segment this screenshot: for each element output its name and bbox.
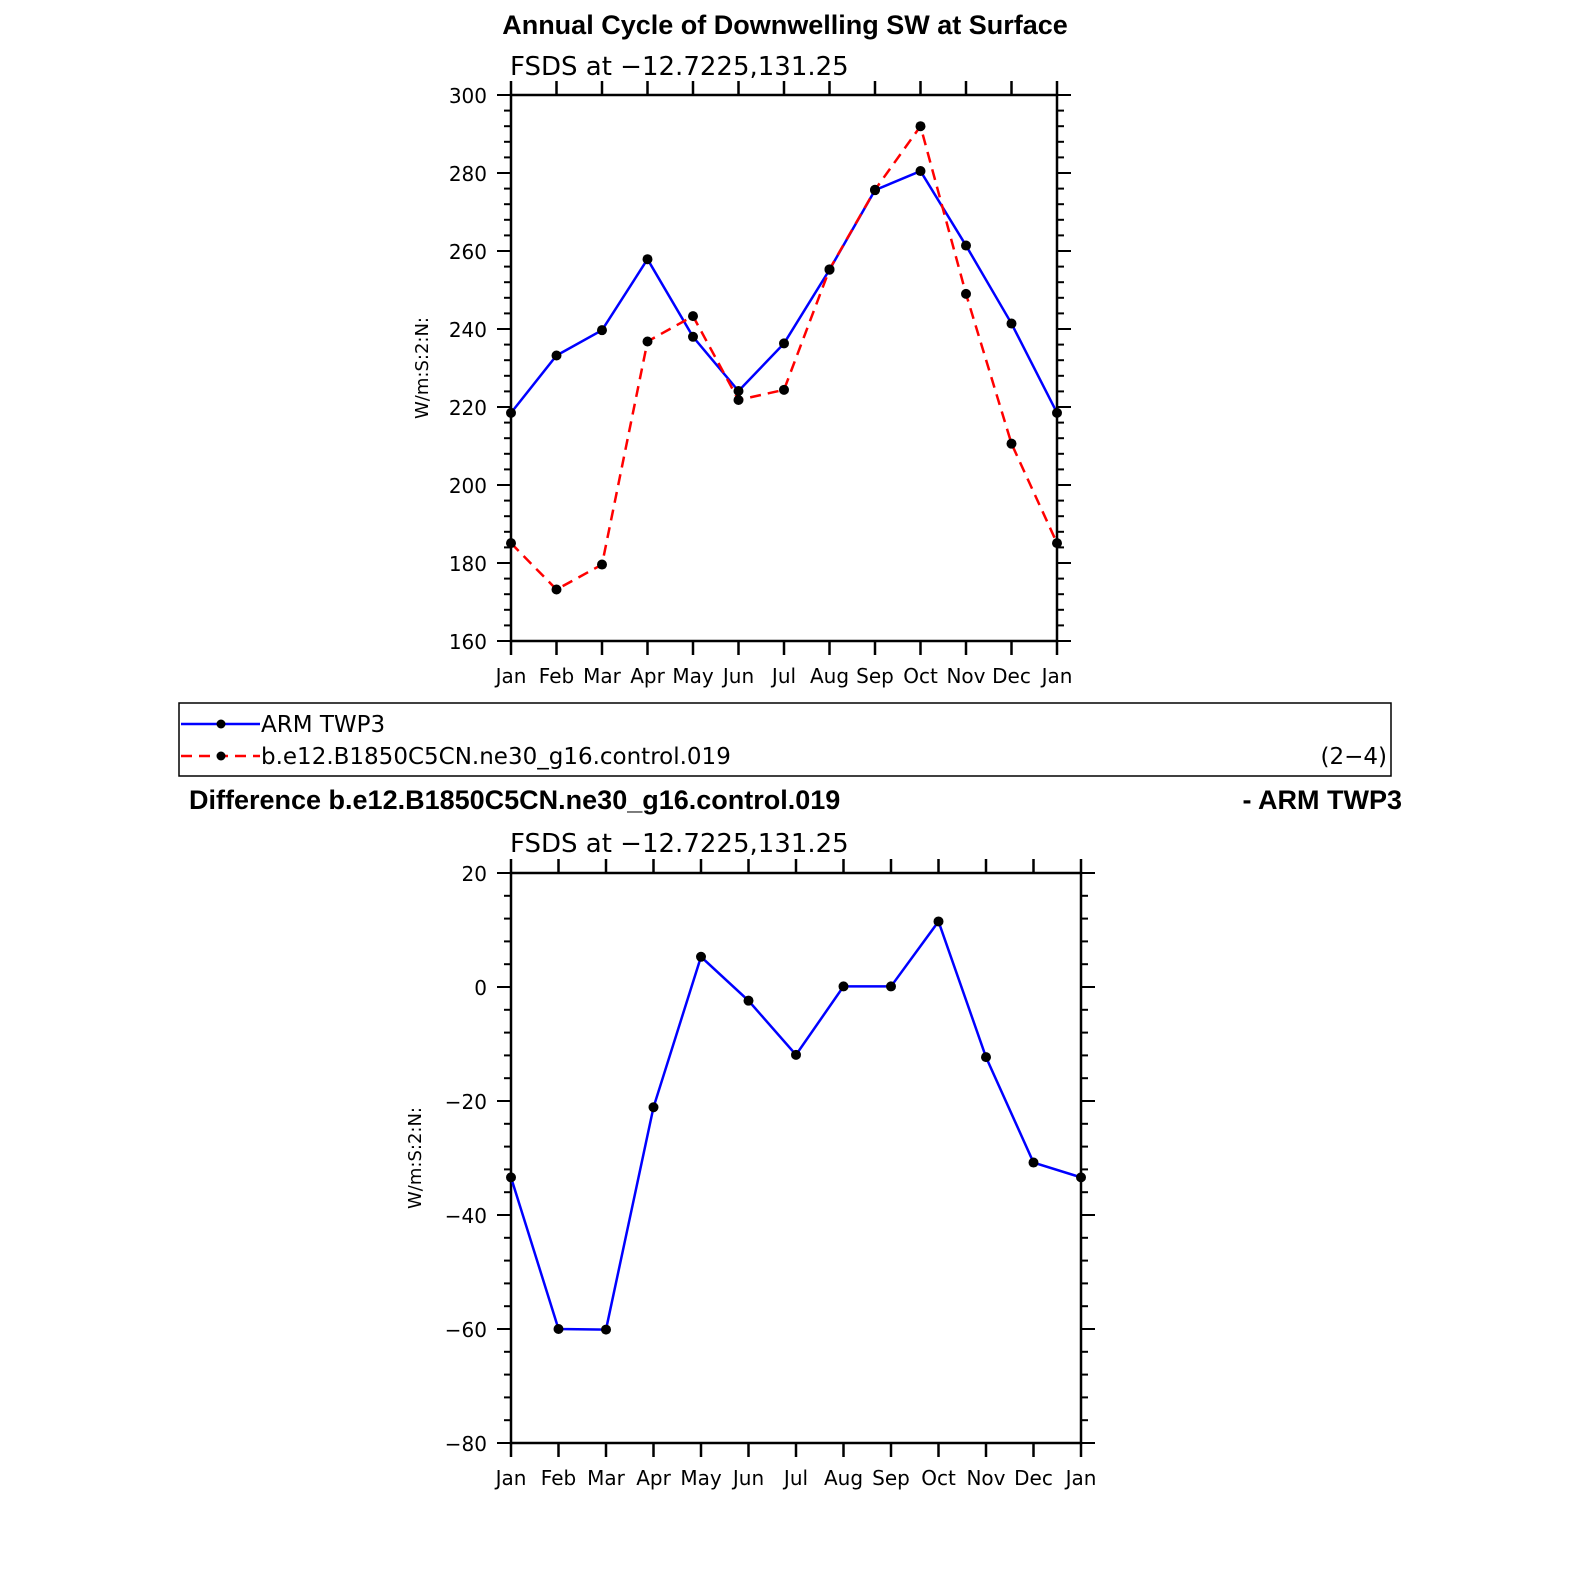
legend-label-model: b.e12.B1850C5CN.ne30_g16.control.019: [261, 744, 731, 770]
top-chart-xtick-label: Dec: [992, 664, 1031, 688]
legend-marker-model: [216, 751, 226, 761]
top-chart-ytick-label: 160: [449, 630, 487, 654]
bottom-chart-ytick-label: 20: [462, 862, 487, 886]
bottom-chart-xtick-label: Dec: [1014, 1466, 1053, 1490]
bottom-chart-series-0-point: [1076, 1172, 1086, 1183]
top-chart-title: Annual Cycle of Downwelling SW at Surfac…: [502, 10, 1068, 40]
top-chart-xtick-label: Jan: [1040, 664, 1073, 688]
bottom-chart-xtick-label: Jun: [731, 1466, 764, 1490]
bottom-chart-plot: Jan Feb Mar Apr May Jun Jul Aug Sep Oct Nov Dec Jan−…: [445, 859, 1097, 1490]
top-chart-series-1-point: [597, 559, 607, 570]
bottom-chart-series-0-point: [696, 951, 706, 962]
bottom-chart-ylabel: W/m:S:2:N:: [405, 1107, 426, 1209]
bottom-chart-xtick-label: May: [680, 1466, 722, 1490]
legend-label-arm: ARM TWP3: [261, 712, 385, 738]
bottom-chart-subtitle: FSDS at −12.7225,131.25: [510, 829, 849, 859]
bottom-chart-series-0-point: [553, 1324, 564, 1334]
top-chart-ylabel: W/m:S:2:N:: [412, 317, 433, 419]
bottom-chart-series-0-point: [601, 1324, 611, 1335]
top-chart-series-0-point: [779, 338, 789, 349]
top-chart-series-1-point: [506, 538, 516, 549]
top-chart-series-0-line: [510, 169, 1059, 414]
bottom-chart-xtick-label: Jan: [1064, 1466, 1097, 1490]
top-chart-xtick-label: Jun: [721, 664, 754, 688]
top-chart-series-1-point: [1006, 438, 1017, 449]
bottom-chart-frame: [509, 871, 1083, 1445]
top-chart-series-1-point: [779, 384, 789, 395]
top-chart-series-0-point: [597, 325, 607, 336]
top-chart-ytick-label: 180: [449, 552, 487, 576]
top-chart-series-0-point: [506, 407, 516, 418]
bottom-chart-series-0-point: [933, 916, 944, 927]
top-chart-series-1-point: [551, 584, 562, 595]
bottom-chart-title: Difference b.e12.B1850C5CN.ne30_g16.cont…: [189, 785, 840, 815]
bottom-chart-xtick-label: Jan: [494, 1466, 527, 1490]
legend: ARM TWP3 b.e12.B1850C5CN.ne30_g16.contro…: [178, 702, 1392, 777]
top-chart-series-1-point: [733, 394, 744, 405]
top-chart-ytick-label: 220: [449, 396, 487, 420]
top-chart-series-0-point: [642, 254, 653, 265]
bottom-chart-xtick-label: Apr: [636, 1466, 671, 1490]
bottom-chart-series-0-point: [743, 995, 754, 1006]
legend-box: [178, 702, 1392, 777]
top-chart-xtick-label: Jan: [494, 664, 527, 688]
bottom-chart-ytick-label: −20: [445, 1090, 487, 1114]
bottom-chart-ytick-label: 0: [474, 976, 487, 1000]
legend-marker-arm: [216, 719, 226, 729]
top-chart-series-1-point: [642, 336, 653, 347]
top-chart-series-1-point: [1052, 538, 1062, 549]
top-chart-plot: Jan Feb Mar Apr May Jun Jul Aug Sep Oct Nov Dec Jan 1…: [449, 81, 1073, 688]
top-chart-series-1-line: [510, 123, 1059, 592]
bottom-chart-xtick-label: Feb: [541, 1466, 576, 1490]
top-chart-series-1-point: [870, 184, 880, 195]
top-chart-ytick-label: 240: [449, 318, 487, 342]
bottom-chart-xtick-label: Jul: [782, 1466, 808, 1490]
top-chart-series-0-point: [915, 166, 926, 177]
top-chart-xtick-label: Aug: [810, 664, 849, 688]
bottom-chart-xtick-label: Oct: [921, 1466, 956, 1490]
top-chart-series-1-point: [961, 288, 971, 299]
top-chart-xtick-label: Apr: [630, 664, 665, 688]
top-chart-ytick-label: 200: [449, 474, 487, 498]
bottom-chart-series-0-point: [506, 1172, 516, 1183]
top-chart-subtitle: FSDS at −12.7225,131.25: [510, 52, 849, 82]
top-chart-frame: [509, 93, 1059, 643]
top-chart-series-0-point: [961, 240, 971, 251]
top-chart-series-0-point: [733, 386, 744, 397]
top-chart-xtick-label: Feb: [539, 664, 574, 688]
top-chart-xtick-label: Jul: [770, 664, 796, 688]
bottom-chart-series-0-line: [509, 918, 1082, 1331]
top-chart-ytick-label: 260: [449, 240, 487, 264]
bottom-chart-series-0-point: [1028, 1157, 1039, 1168]
bottom-chart-xtick-label: Aug: [824, 1466, 863, 1490]
bottom-chart-title-right: - ARM TWP3: [1243, 785, 1402, 815]
top-chart-xtick-label: Sep: [856, 664, 894, 688]
top-chart-xtick-label: Mar: [583, 664, 622, 688]
bottom-chart-series-0-point: [838, 981, 849, 992]
bottom-chart-ytick-label: −60: [445, 1318, 487, 1342]
top-chart-xtick-label: May: [672, 664, 714, 688]
top-chart-ytick-label: 300: [449, 84, 487, 108]
bottom-chart-series-0-point: [791, 1049, 801, 1060]
top-chart-series-1-point: [824, 264, 835, 275]
bottom-chart-ytick-label: −40: [445, 1204, 487, 1228]
bottom-chart-xtick-label: Nov: [966, 1466, 1005, 1490]
bottom-chart-xtick-label: Sep: [872, 1466, 910, 1490]
top-chart-series-1-point: [688, 311, 698, 322]
bottom-chart-series-0-point: [886, 981, 896, 992]
top-chart-series-0-point: [688, 331, 698, 342]
bottom-chart-series-0-point: [648, 1102, 659, 1113]
top-chart-series-1-point: [915, 121, 926, 132]
top-chart-series-0-point: [1052, 407, 1062, 418]
bottom-chart-series-0-point: [981, 1052, 991, 1063]
top-chart-series-0-point: [1006, 318, 1017, 329]
legend-panel-tag: (2−4): [1321, 744, 1387, 770]
top-chart-series-0-point: [551, 350, 562, 361]
top-chart-xtick-label: Nov: [946, 664, 985, 688]
top-chart-xtick-label: Oct: [903, 664, 938, 688]
top-chart-ytick-label: 280: [449, 162, 487, 186]
bottom-chart-ytick-label: −80: [445, 1432, 487, 1456]
bottom-chart-xtick-label: Mar: [587, 1466, 626, 1490]
